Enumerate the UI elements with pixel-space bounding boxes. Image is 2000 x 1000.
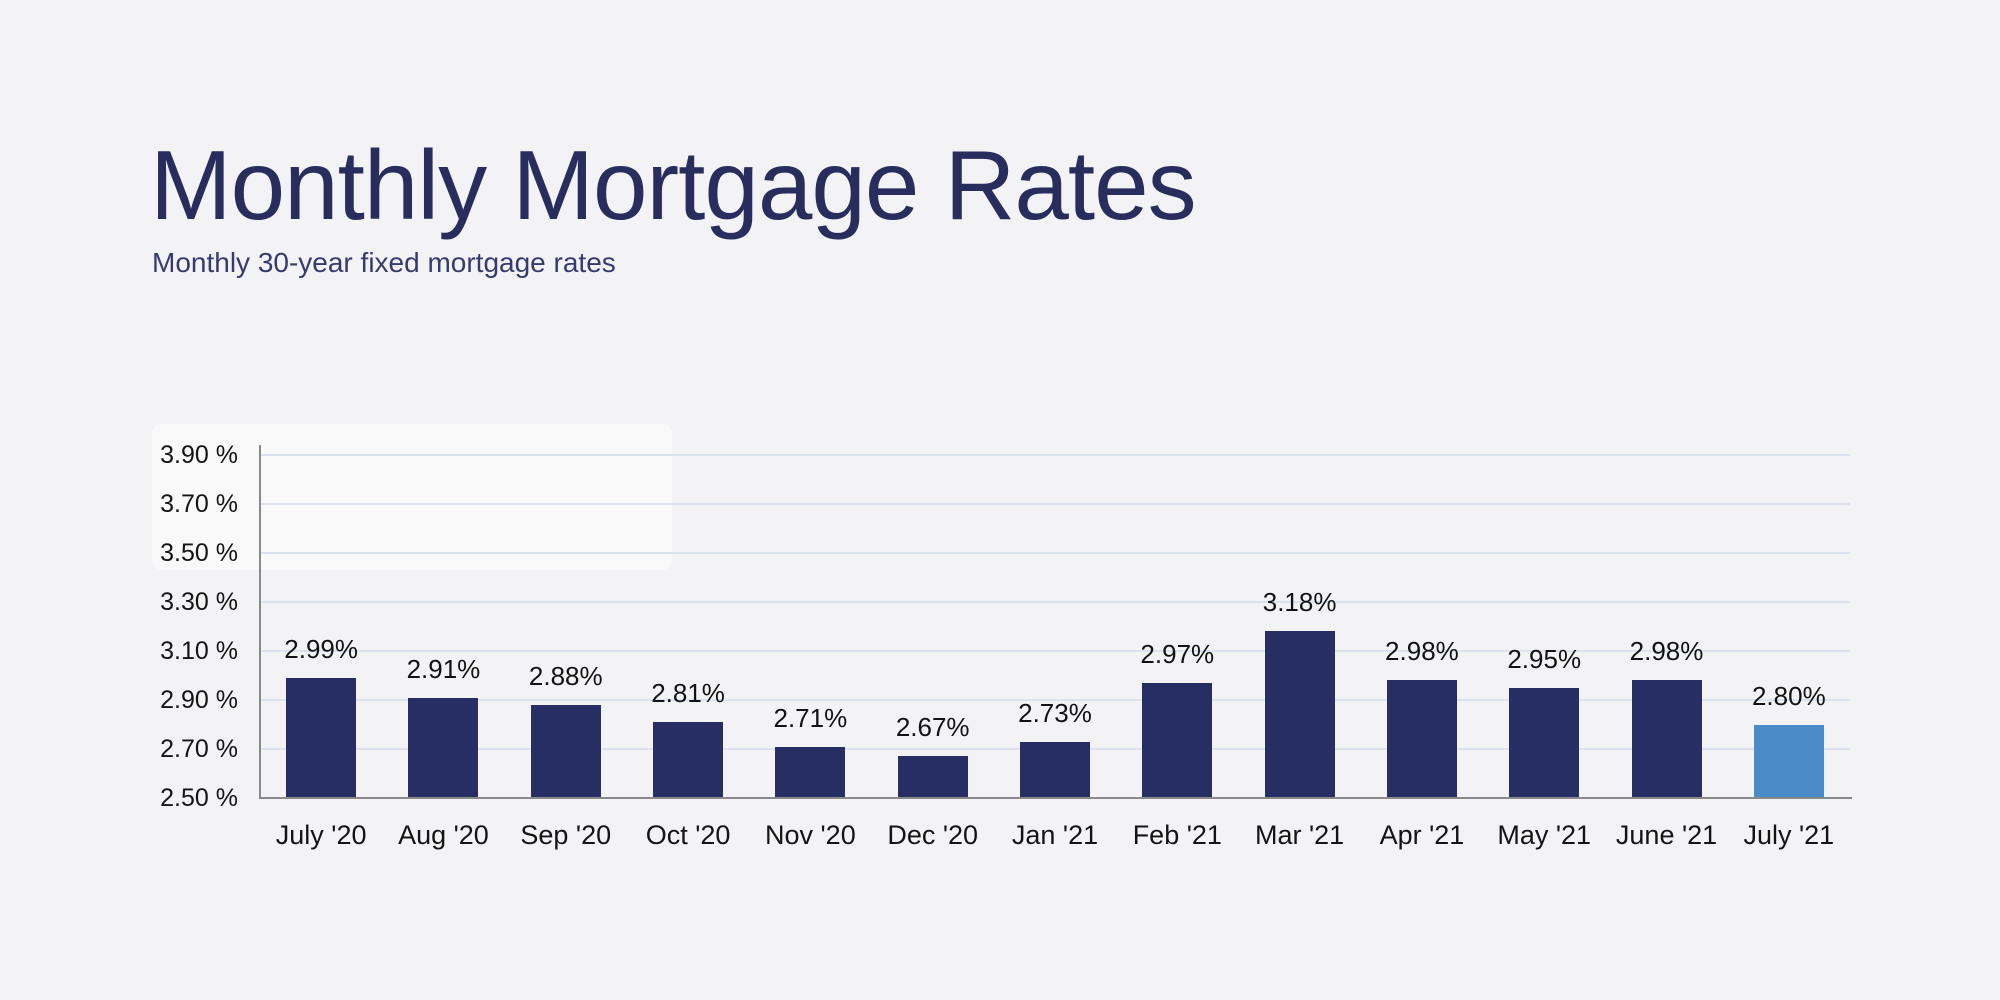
- y-tick-label: 2.90 %: [160, 686, 238, 714]
- bar-value-label: 2.95%: [1507, 643, 1582, 674]
- x-tick-label: July '21: [1743, 820, 1835, 850]
- gridline: [260, 699, 1850, 701]
- bar: [653, 722, 724, 799]
- bar: [1142, 682, 1213, 799]
- bar-value-label: 2.71%: [773, 702, 848, 733]
- x-tick-label: Apr '21: [1379, 820, 1465, 850]
- bar: [1386, 680, 1457, 799]
- y-tick-label: 3.70 %: [160, 490, 238, 518]
- bar-value-label: 3.18%: [1262, 587, 1337, 618]
- gridline: [260, 454, 1850, 456]
- x-tick-label: July '20: [275, 820, 367, 850]
- x-tick-label: June '21: [1615, 820, 1718, 850]
- bar-value-label: 2.80%: [1751, 680, 1826, 711]
- x-tick-label: Nov '20: [765, 820, 856, 850]
- bar: [530, 704, 601, 799]
- bar-value-label: 2.91%: [406, 653, 481, 684]
- y-tick-label: 3.30 %: [160, 588, 238, 616]
- bar-value-label: 2.67%: [895, 712, 970, 743]
- x-tick-label: Oct '20: [645, 820, 731, 850]
- bar: [1264, 631, 1335, 799]
- y-tick-label: 3.10 %: [160, 637, 238, 665]
- bar-value-label: 2.97%: [1140, 638, 1215, 669]
- bar: [775, 746, 846, 799]
- bar-value-label: 2.73%: [1018, 697, 1092, 728]
- y-tick-label: 3.50 %: [160, 539, 238, 567]
- x-tick-label: Sep '20: [520, 820, 612, 850]
- y-tick-label: 3.90 %: [160, 441, 238, 469]
- bar-value-label: 2.81%: [651, 678, 725, 709]
- gridline: [260, 601, 1850, 603]
- gridline: [260, 552, 1850, 554]
- y-tick-label: 2.70 %: [160, 735, 238, 763]
- x-axis-line: [259, 797, 1852, 799]
- x-tick-label: Aug '20: [398, 820, 489, 850]
- x-tick-label: Dec '20: [887, 820, 979, 850]
- x-tick-label: Jan '21: [1011, 820, 1099, 850]
- bar: [897, 756, 968, 799]
- bar: [1020, 741, 1090, 799]
- gridline: [260, 650, 1850, 652]
- bar: [408, 697, 479, 799]
- bar: [286, 677, 357, 799]
- chart-title: Monthly Mortgage Rates: [150, 130, 1197, 240]
- bar-value-label: 2.98%: [1629, 636, 1704, 667]
- x-tick-label: May '21: [1497, 820, 1592, 850]
- bar-value-label: 2.88%: [528, 660, 603, 691]
- x-tick-label: Mar '21: [1255, 820, 1345, 850]
- bar-value-label: 2.99%: [284, 633, 358, 664]
- bar-value-label: 2.98%: [1385, 636, 1459, 667]
- bar: [1753, 724, 1824, 799]
- bar: [1509, 687, 1580, 799]
- chart-subtitle: Monthly 30-year fixed mortgage rates: [152, 247, 616, 278]
- y-axis-line: [259, 445, 261, 799]
- background-glare: [152, 424, 672, 570]
- gridline: [260, 503, 1850, 505]
- bar: [1631, 680, 1702, 799]
- y-tick-label: 2.50 %: [160, 784, 238, 812]
- x-tick-label: Feb '21: [1132, 820, 1222, 850]
